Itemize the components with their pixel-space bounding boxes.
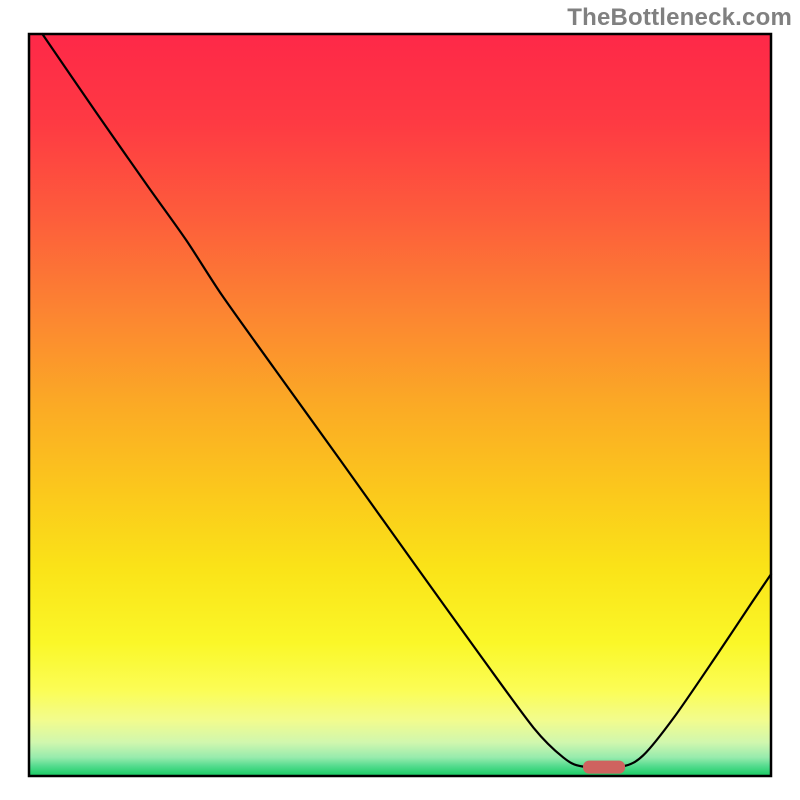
- bottleneck-chart: [0, 0, 800, 800]
- watermark-text: TheBottleneck.com: [567, 4, 792, 32]
- plot-background: [29, 34, 771, 776]
- target-marker: [583, 761, 625, 774]
- chart-container: { "watermark": { "text": "TheBottleneck.…: [0, 0, 800, 800]
